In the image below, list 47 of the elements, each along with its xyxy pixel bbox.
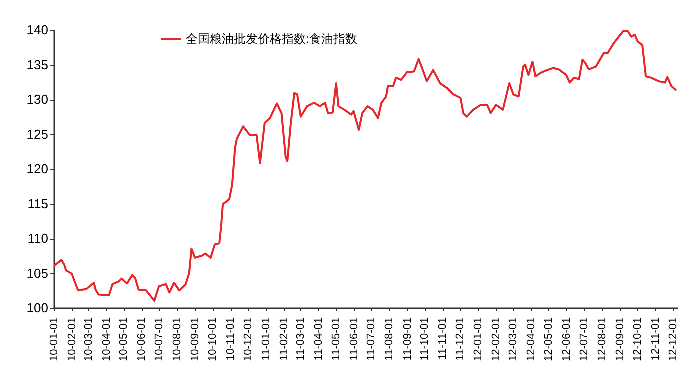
x-tick-label: 11-11-01 [437, 318, 450, 360]
y-tick-label: 100 [26, 300, 48, 316]
x-tick-label: 12-02-01 [490, 318, 503, 362]
y-tick-label: 105 [26, 266, 48, 281]
x-tick-label: 12-03-01 [507, 318, 520, 362]
x-tick-label: 12-10-01 [632, 318, 644, 362]
x-tick-label: 10-07-01 [154, 318, 166, 362]
x-tick-label: 11-12-01 [454, 318, 467, 361]
y-tick-label: 115 [28, 196, 48, 212]
x-tick-label: 12-12-01 [667, 318, 680, 362]
y-tick-label: 125 [26, 126, 48, 142]
y-tick-label: 130 [26, 92, 48, 107]
y-tick-label: 140 [26, 22, 48, 38]
x-tick-label: 10-10-01 [207, 318, 220, 362]
x-tick-label: 10-02-01 [66, 318, 79, 362]
x-tick-label: 10-06-01 [136, 318, 148, 362]
x-tick-label: 10-09-01 [190, 318, 202, 362]
x-tick-label: 12-08-01 [596, 318, 608, 362]
x-tick-label: 10-01-01 [48, 318, 60, 362]
x-tick-label: 12-01-01 [472, 318, 485, 362]
x-tick-label: 11-05-01 [330, 318, 342, 361]
x-tick-label: 12-05-01 [542, 318, 555, 362]
y-tick-label: 120 [26, 162, 48, 176]
line-series [54, 30, 678, 302]
x-tick-label: 12-11-01 [650, 318, 662, 361]
x-tick-label: 10-03-01 [82, 318, 95, 362]
x-tick-label: 10-12-01 [242, 318, 255, 362]
x-tick-label: 12-06-01 [560, 318, 573, 362]
legend-label: 全国粮油批发价格指数:食油指数 [186, 32, 358, 46]
x-tick-label: 11-04-01 [312, 318, 325, 361]
x-tick-label: 11-09-01 [402, 318, 414, 361]
x-tick-label: 11-08-01 [384, 318, 396, 361]
x-tick-label: 11-02-01 [278, 318, 291, 361]
x-tick-label: 10-08-01 [172, 318, 184, 362]
x-tick-label: 10-11-01 [225, 318, 238, 361]
x-tick-label: 11-03-01 [294, 318, 307, 361]
x-tick-label: 11-01-01 [260, 318, 273, 361]
x-tick-label: 10-04-01 [100, 318, 113, 362]
x-tick-label: 12-07-01 [578, 318, 590, 362]
x-tick-label: 12-09-01 [614, 318, 626, 362]
x-tick-label: 12-04-01 [526, 318, 538, 362]
x-tick-label: 11-10-01 [419, 318, 432, 361]
x-tick-label: 10-05-01 [118, 318, 130, 362]
x-tick-label: 11-07-01 [366, 318, 378, 361]
y-tick-label: 135 [26, 57, 48, 72]
y-tick-label: 110 [28, 231, 48, 246]
x-tick-label: 11-06-01 [348, 318, 360, 361]
